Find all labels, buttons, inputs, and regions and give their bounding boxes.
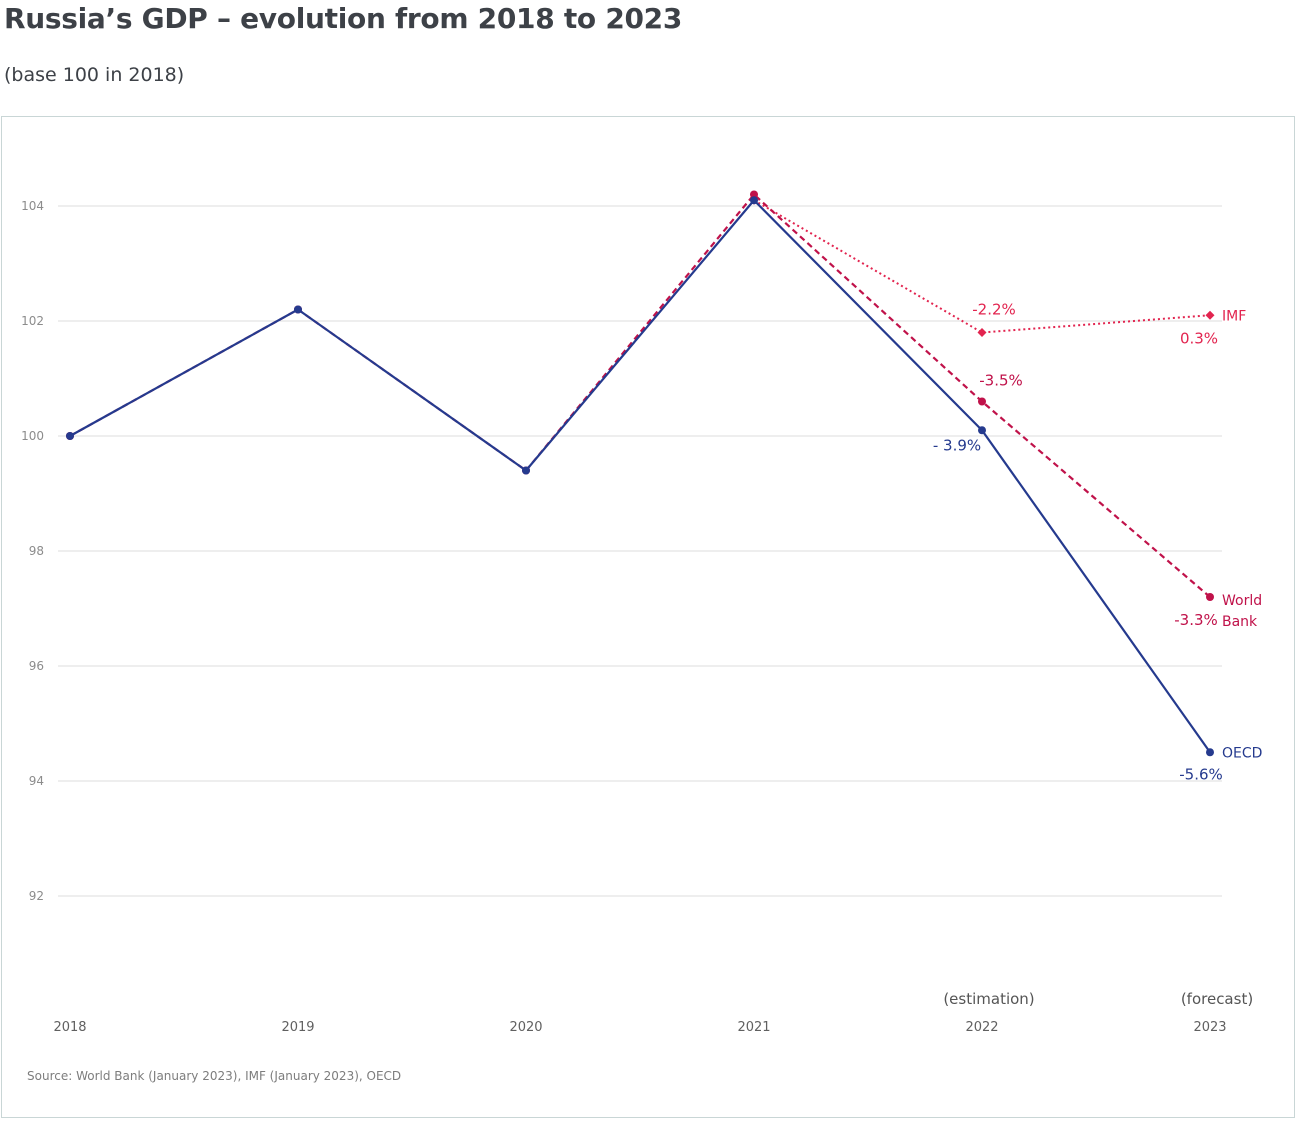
data-point bbox=[750, 190, 758, 199]
y-tick-label: 96 bbox=[29, 659, 44, 673]
x-tick-label: 2018 bbox=[53, 1020, 86, 1035]
data-label: 0.3% bbox=[1180, 329, 1218, 347]
data-point bbox=[522, 466, 530, 475]
x-tick-sublabel: (forecast) bbox=[1181, 990, 1253, 1008]
series-line-oecd bbox=[69, 199, 1211, 753]
series-line-world-bank bbox=[69, 193, 1211, 598]
data-point bbox=[294, 305, 302, 314]
chart-frame bbox=[1, 116, 1295, 1118]
data-label: -5.6% bbox=[1179, 765, 1223, 783]
data-label: -3.3% bbox=[1174, 611, 1218, 629]
data-point bbox=[978, 397, 986, 406]
x-tick-label: 2023 bbox=[1193, 1020, 1226, 1035]
y-tick-label: 100 bbox=[21, 429, 44, 443]
source-note: Source: World Bank (January 2023), IMF (… bbox=[27, 1069, 401, 1083]
series-name-label: OECD bbox=[1222, 745, 1262, 761]
data-label: -2.2% bbox=[972, 301, 1016, 319]
data-point bbox=[1206, 593, 1214, 601]
x-tick-label: 2021 bbox=[737, 1020, 770, 1035]
data-label: -3.5% bbox=[979, 372, 1023, 390]
x-tick-label: 2022 bbox=[965, 1020, 998, 1035]
data-point bbox=[1205, 310, 1215, 320]
y-tick-label: 98 bbox=[29, 544, 44, 558]
data-point bbox=[66, 432, 74, 440]
data-point bbox=[978, 426, 986, 435]
x-tick-sublabel: (estimation) bbox=[943, 990, 1034, 1008]
series-line-imf bbox=[753, 199, 1211, 334]
series-name-label: World Bank bbox=[1222, 593, 1262, 630]
data-point bbox=[750, 196, 758, 205]
y-tick-label: 92 bbox=[29, 889, 44, 903]
x-tick-label: 2020 bbox=[509, 1020, 542, 1035]
chart-title: Russia’s GDP – evolution from 2018 to 20… bbox=[4, 2, 683, 35]
chart-subtitle: (base 100 in 2018) bbox=[4, 64, 185, 86]
data-label: - 3.9% bbox=[933, 436, 981, 454]
series-name-label: IMF bbox=[1222, 308, 1246, 324]
y-tick-label: 104 bbox=[21, 199, 44, 213]
x-tick-label: 2019 bbox=[281, 1020, 314, 1035]
data-point bbox=[977, 328, 987, 337]
y-tick-label: 94 bbox=[29, 774, 44, 788]
data-point bbox=[1206, 748, 1214, 757]
y-tick-label: 102 bbox=[21, 314, 44, 328]
